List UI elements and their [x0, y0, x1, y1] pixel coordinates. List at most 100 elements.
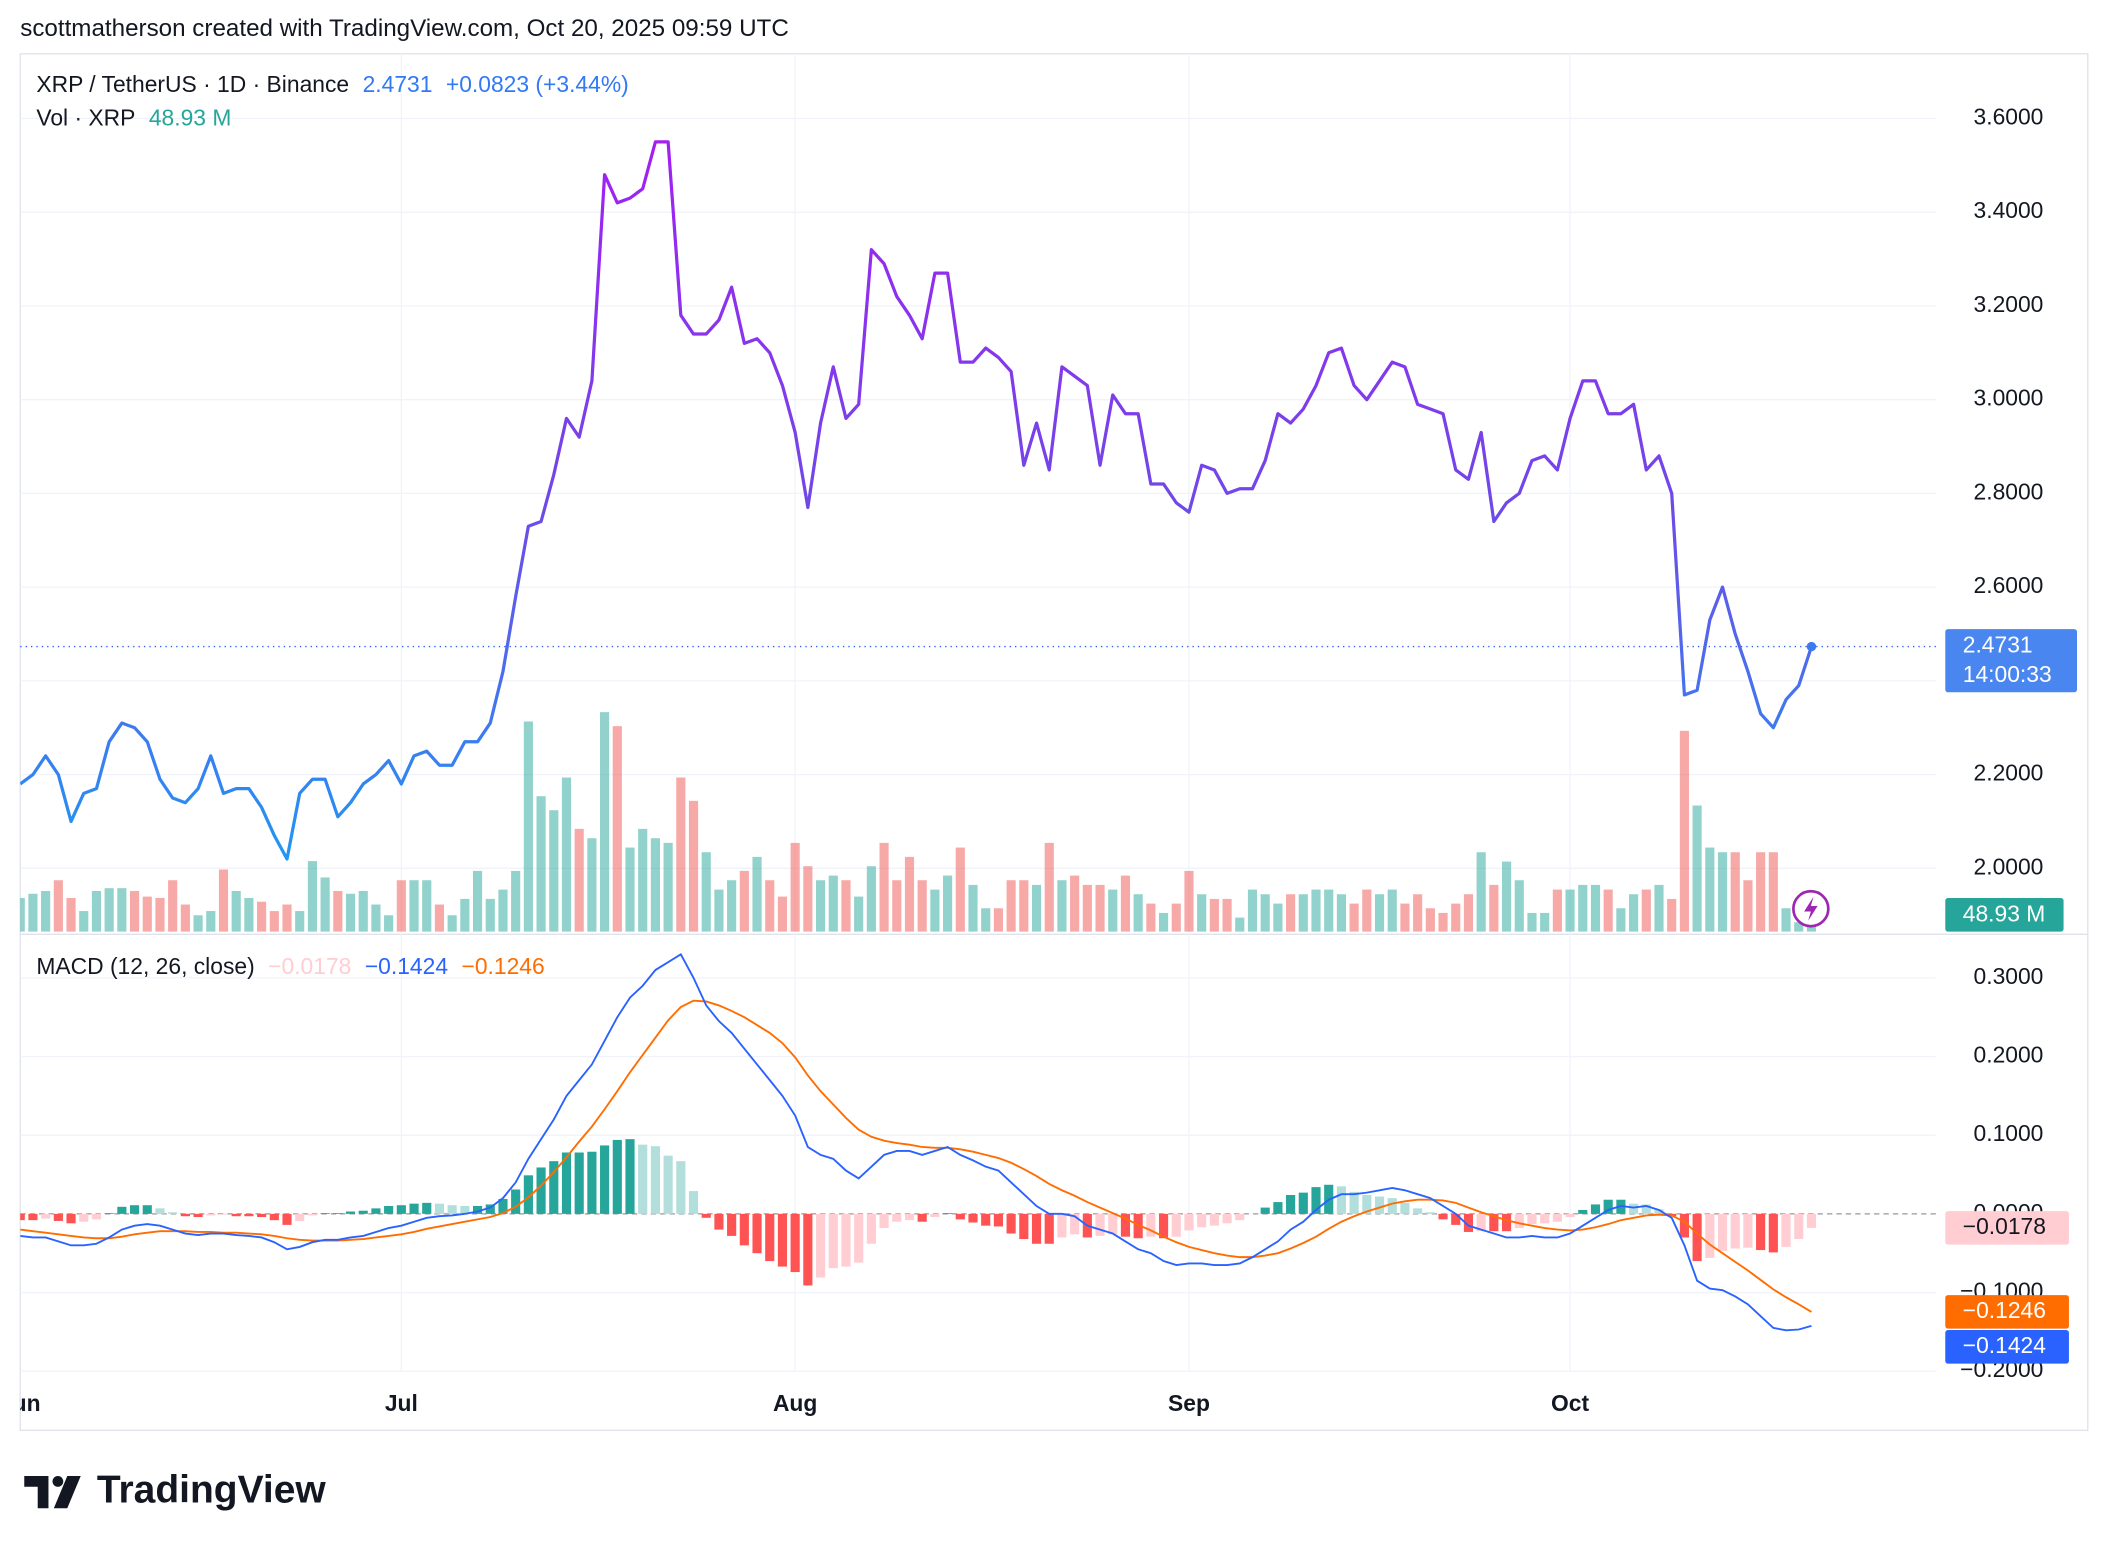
histogram-bar	[1413, 1208, 1423, 1214]
x-tick-label: Jul	[385, 1390, 418, 1416]
histogram-bar	[460, 1206, 470, 1214]
histogram-bar	[981, 1213, 991, 1226]
histogram-bar	[384, 1206, 394, 1214]
histogram-bar	[854, 1213, 864, 1263]
histogram-bar	[307, 1213, 317, 1216]
chart-frame	[19, 53, 2089, 1432]
volume-bar	[180, 904, 190, 932]
volume-bar	[1425, 908, 1435, 932]
alert-icon[interactable]	[1792, 889, 1830, 928]
volume-bar	[396, 880, 406, 932]
brand-name: TradingView	[97, 1468, 327, 1511]
histogram-bar	[333, 1213, 343, 1214]
volume-bar	[625, 847, 635, 932]
signal-last: −0.1246	[461, 953, 544, 979]
histogram-bar	[1336, 1186, 1346, 1214]
histogram-bar	[168, 1212, 178, 1214]
histogram-bar	[968, 1213, 978, 1223]
y-tick-label: 2.8000	[1974, 478, 2044, 504]
volume-bar	[968, 884, 978, 932]
price-legend: XRP / TetherUS · 1D · Binance 2.4731 +0.08…	[36, 71, 628, 97]
volume-bar	[20, 897, 25, 932]
histogram-bar	[269, 1213, 279, 1221]
volume-bar	[1197, 894, 1207, 932]
histogram-bar	[549, 1161, 559, 1214]
histogram-bar	[79, 1213, 89, 1222]
histogram-bar	[1705, 1213, 1715, 1258]
y-tick-label: 3.4000	[1974, 197, 2044, 223]
macd-tag: −0.0178	[1963, 1213, 2046, 1239]
histogram-bar	[1298, 1192, 1308, 1214]
volume-bar	[536, 796, 546, 932]
histogram-bar	[1578, 1209, 1588, 1214]
x-tick-label: Oct	[1551, 1390, 1589, 1416]
histogram-bar	[1057, 1213, 1067, 1238]
volume-bar	[1794, 922, 1804, 932]
volume-bar	[1400, 903, 1410, 932]
volume-bar	[447, 915, 457, 932]
histogram-bar	[803, 1213, 813, 1286]
price-tag-bg	[1945, 629, 2078, 693]
price-line	[20, 140, 1813, 861]
macd-title: MACD (12, 26, close)	[36, 953, 254, 979]
histogram-bar	[1362, 1194, 1372, 1214]
histogram-bar	[1133, 1213, 1143, 1239]
volume-bar	[1171, 903, 1181, 932]
volume-bar	[638, 828, 648, 932]
last-price: 2.4731	[363, 71, 433, 97]
histogram-bar	[409, 1203, 419, 1214]
histogram-bar	[536, 1167, 546, 1214]
histogram-bar	[1031, 1213, 1042, 1244]
volume-bar	[1082, 884, 1092, 932]
histogram-bar	[1794, 1213, 1804, 1240]
volume-bar	[485, 898, 495, 932]
histogram-bar	[752, 1213, 762, 1254]
credit: scottmatherson created with TradingView.…	[20, 15, 789, 42]
histogram-bar	[1374, 1196, 1385, 1214]
y-tick-label: 2.6000	[1974, 572, 2044, 598]
volume-bar	[803, 866, 813, 932]
histogram-bar	[1438, 1213, 1448, 1220]
volume-bar	[1095, 884, 1105, 932]
histogram-bar	[129, 1205, 140, 1214]
macd-tag-bg	[1945, 1330, 2069, 1364]
volume-bar	[269, 911, 279, 932]
volume-bar	[701, 852, 711, 932]
histogram-bar	[142, 1205, 152, 1214]
histogram-bar	[866, 1213, 876, 1244]
volume-bar	[955, 847, 965, 932]
histogram-bar	[447, 1205, 457, 1214]
volume-bar	[561, 777, 572, 932]
histogram-bar	[1222, 1213, 1232, 1224]
histogram-bar	[1806, 1213, 1817, 1228]
volume-bar	[1158, 912, 1169, 932]
y-tick-label: 0.2000	[1974, 1042, 2044, 1068]
histogram-bar	[638, 1144, 648, 1214]
histogram-bar	[1146, 1213, 1156, 1237]
histogram-bar	[1781, 1213, 1791, 1247]
brand-logo[interactable]: TradingView	[24, 1468, 326, 1511]
histogram-bar	[1260, 1207, 1270, 1214]
volume-bar	[790, 842, 800, 932]
histogram-bar	[1743, 1213, 1753, 1248]
volume-bar	[930, 889, 940, 932]
histogram-bar	[193, 1213, 203, 1218]
histogram-bar	[917, 1213, 927, 1222]
volume-bar	[1705, 847, 1715, 932]
histogram-bar	[91, 1213, 102, 1220]
volume-bar	[574, 828, 584, 932]
histogram-bar	[41, 1213, 51, 1219]
macd-tag: −0.1246	[1963, 1297, 2046, 1323]
volume-bar	[28, 893, 38, 932]
histogram-bar	[841, 1213, 851, 1267]
y-tick-label: 3.2000	[1974, 291, 2044, 317]
histogram-bar	[396, 1205, 406, 1214]
volume-bar	[1667, 898, 1677, 932]
volume-bar	[333, 890, 343, 932]
histogram-bar	[879, 1213, 889, 1229]
volume-bar	[1603, 889, 1613, 932]
volume-bar	[587, 838, 597, 932]
histogram-bar	[1501, 1213, 1512, 1232]
histogram-bar	[625, 1139, 635, 1214]
